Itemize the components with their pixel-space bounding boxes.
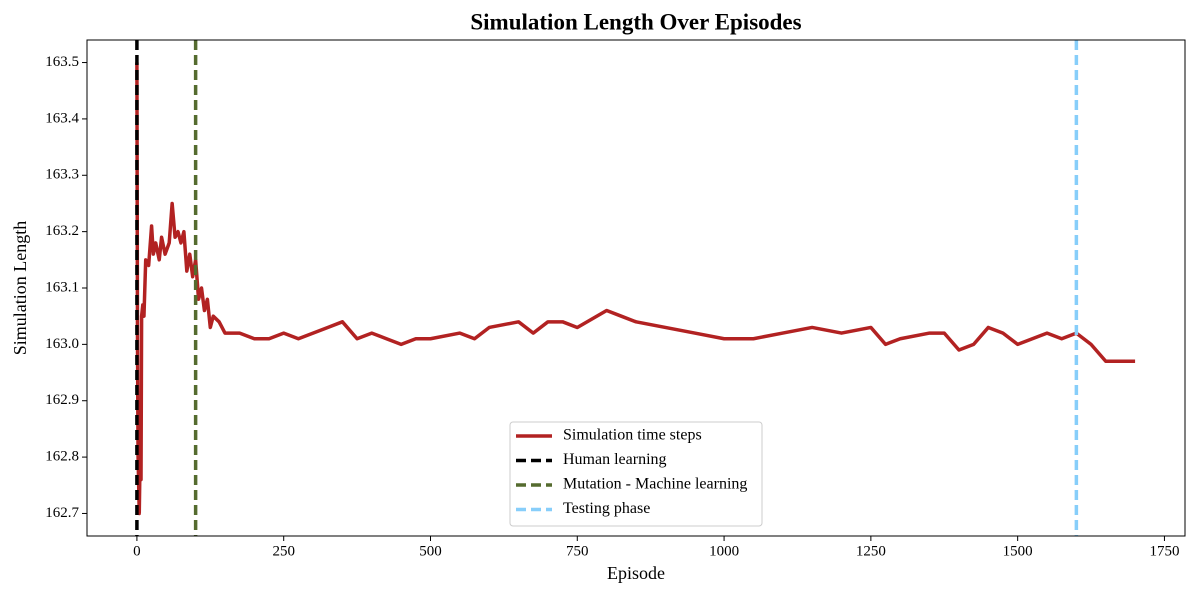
- x-axis-label: Episode: [607, 563, 665, 583]
- x-tick-label: 1500: [1003, 543, 1033, 559]
- x-tick-label: 0: [133, 543, 141, 559]
- plot-frame: [86, 39, 1186, 537]
- y-tick-label: 163.2: [45, 223, 79, 239]
- x-tick-label: 1250: [856, 543, 886, 559]
- legend-label: Human learning: [563, 451, 667, 468]
- legend-label: Mutation - Machine learning: [563, 476, 747, 493]
- x-tick-label: 1000: [709, 543, 739, 559]
- legend: Simulation time steps Human learning Mutat…: [509, 421, 763, 527]
- y-tick-label: 163.3: [45, 167, 79, 183]
- legend-label: Testing phase: [563, 500, 650, 517]
- y-tick-label: 162.8: [45, 449, 79, 465]
- y-tick-label: 163.5: [45, 54, 79, 70]
- y-tick-label: 163.1: [45, 279, 79, 295]
- legend-label: Simulation time steps: [563, 427, 702, 444]
- x-tick-label: 1750: [1149, 543, 1179, 559]
- chart-title: Simulation Length Over Episodes: [470, 9, 801, 34]
- x-tick-label: 500: [419, 543, 442, 559]
- y-tick-label: 163.0: [45, 336, 79, 352]
- y-tick-label: 163.4: [45, 110, 79, 126]
- y-tick-label: 162.7: [45, 505, 79, 521]
- y-axis-label: Simulation Length: [10, 221, 30, 356]
- y-tick-label: 162.9: [45, 392, 79, 408]
- data-line: [135, 62, 1136, 516]
- legend-box: [509, 421, 763, 527]
- x-tick-label: 750: [566, 543, 589, 559]
- x-tick-label: 250: [272, 543, 295, 559]
